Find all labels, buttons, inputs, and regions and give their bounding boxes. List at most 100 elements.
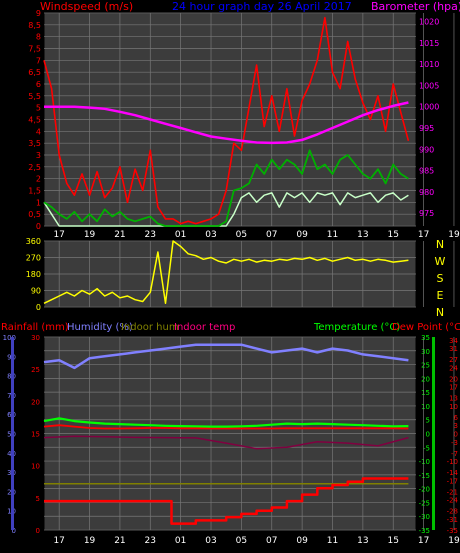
dew-point-axis-title: Dew Point (°C) (392, 322, 460, 333)
humidity-axis-strip (11, 337, 14, 530)
direction-tick-label: 0 (36, 303, 41, 312)
windspeed-tick-label: 5,5 (28, 92, 41, 101)
barometer-tick-label: 1015 (419, 39, 439, 48)
windspeed-tick-label: 5 (36, 104, 41, 113)
barometer-tick-label: 990 (419, 145, 434, 154)
temperature-tick-label: -25 (419, 499, 430, 507)
windspeed-tick-label: 8 (36, 33, 41, 42)
dew-point-tick-label: 0 (454, 431, 458, 439)
rainfall-tick-label: 30 (31, 334, 40, 342)
barometer-axis-title: Barometer (hpa) (371, 0, 460, 13)
temperature-tick-label: -15 (419, 472, 430, 480)
dew-point-tick-label: 13 (449, 395, 458, 403)
temperature-line (43, 417, 409, 428)
x-tick-label: 09 (296, 536, 308, 546)
dew-point-tick-label: -17 (447, 477, 458, 485)
rainfall-tick-label: 20 (31, 398, 40, 406)
barometer-tick-label: 975 (419, 209, 434, 218)
x-tick-label: 21 (114, 230, 125, 240)
windspeed-tick-label: 7,5 (28, 45, 41, 54)
windspeed-tick-label: 6,5 (28, 68, 41, 77)
wind-gust-line (43, 16, 410, 225)
temperature-tick-label: 30 (421, 348, 430, 356)
dew-point-tick-label: 6 (454, 414, 459, 422)
temperature-tick-label: -30 (419, 513, 430, 521)
barometer-line (44, 101, 409, 145)
indoor-temp-label: Indoor temp (174, 322, 235, 333)
dew-point-tick-label: -35 (447, 527, 458, 535)
dew-point-tick-label: 31 (449, 345, 458, 353)
x-tick-label: 01 (175, 230, 186, 240)
dew-point-tick-label: -28 (447, 508, 458, 516)
indoor-temp-line (43, 435, 409, 450)
x-tick-label: 21 (114, 536, 125, 546)
windspeed-tick-label: 9 (36, 9, 41, 18)
chart-layer: 0 0,5 1 1,5 2 2,5 3 3,5 4 4,5 5 5,5 6 6,5 7 7,5 8 8,5 9 975… (3, 9, 460, 546)
dew-point-line (43, 424, 409, 430)
windspeed-axis-title: Windspeed (m/s) (40, 0, 133, 13)
dew-point-tick-label: 17 (449, 384, 458, 392)
compass-north-bottom: N (436, 306, 444, 319)
dew-point-tick-label: 10 (449, 403, 458, 411)
rainfall-tick-label: 15 (31, 431, 40, 439)
x-tick-label: 17 (53, 230, 64, 240)
x-tick-label: 07 (266, 230, 277, 240)
humidity-axis-title: Humidity (%) (67, 322, 133, 333)
temperature-tick-label: 20 (421, 375, 430, 383)
x-tick-label: 19 (84, 230, 96, 240)
windspeed-tick-label: 1 (36, 198, 41, 207)
dew-point-tick-label: -7 (451, 450, 458, 458)
direction-tick-label: 180 (26, 270, 41, 279)
barometer-tick-label: 1000 (419, 103, 439, 112)
windspeed-tick-label: 2 (36, 175, 41, 184)
x-tick-label: 19 (448, 230, 460, 240)
x-tick-label: 03 (205, 230, 216, 240)
rainfall-tick-label: 0 (36, 527, 40, 535)
temperature-tick-label: 35 (421, 334, 430, 342)
wind-direction-band-line (43, 192, 409, 227)
humidity-line (43, 343, 409, 370)
windspeed-tick-label: 0 (36, 222, 41, 231)
windspeed-tick-label: 4 (36, 127, 41, 136)
windspeed-tick-label: 3 (36, 151, 41, 160)
x-tick-label: 17 (53, 536, 64, 546)
x-tick-label: 05 (236, 536, 247, 546)
rainfall-tick-label: 5 (36, 495, 40, 503)
dew-point-tick-label: 3 (454, 422, 458, 430)
direction-tick-label: 270 (26, 254, 41, 263)
x-tick-label: 03 (205, 536, 216, 546)
rainfall-tick-label: 10 (31, 463, 40, 471)
windspeed-tick-label: 3,5 (28, 139, 41, 148)
compass-east: E (437, 289, 444, 302)
rainfall-axis-title: Rainfall (mm) (1, 322, 69, 333)
wind-direction-line (43, 240, 409, 305)
x-tick-label: 01 (175, 536, 186, 546)
barometer-tick-label: 1005 (419, 81, 439, 90)
x-tick-label: 23 (145, 230, 156, 240)
temperature-tick-label: 5 (426, 417, 430, 425)
x-tick-label: 19 (448, 536, 460, 546)
dew-point-tick-label: -21 (447, 488, 458, 496)
rain-line (44, 477, 409, 525)
humidity-tick-label: 0 (12, 527, 16, 535)
x-tick-label: 17 (418, 230, 429, 240)
x-tick-label: 13 (357, 536, 368, 546)
windspeed-tick-label: 1,5 (28, 187, 41, 196)
x-tick-label: 09 (296, 230, 308, 240)
windspeed-tick-label: 4,5 (28, 116, 41, 125)
windspeed-tick-label: 2,5 (28, 163, 41, 172)
dew-point-tick-label: -14 (447, 469, 459, 477)
windspeed-tick-label: 0,5 (28, 210, 41, 219)
compass-west: W (435, 255, 446, 268)
wind-direction-compass: N W S E N (435, 238, 446, 319)
windspeed-tick-label: 8,5 (28, 21, 41, 30)
barometer-tick-label: 980 (419, 188, 434, 197)
dew-point-tick-label: -10 (447, 458, 458, 466)
temperature-axis-title: Temperature (°C) (313, 322, 400, 333)
wind-average-line (43, 149, 409, 227)
windspeed-tick-label: 7 (36, 56, 41, 65)
dew-point-tick-label: -24 (447, 497, 459, 505)
x-tick-label: 05 (236, 230, 247, 240)
